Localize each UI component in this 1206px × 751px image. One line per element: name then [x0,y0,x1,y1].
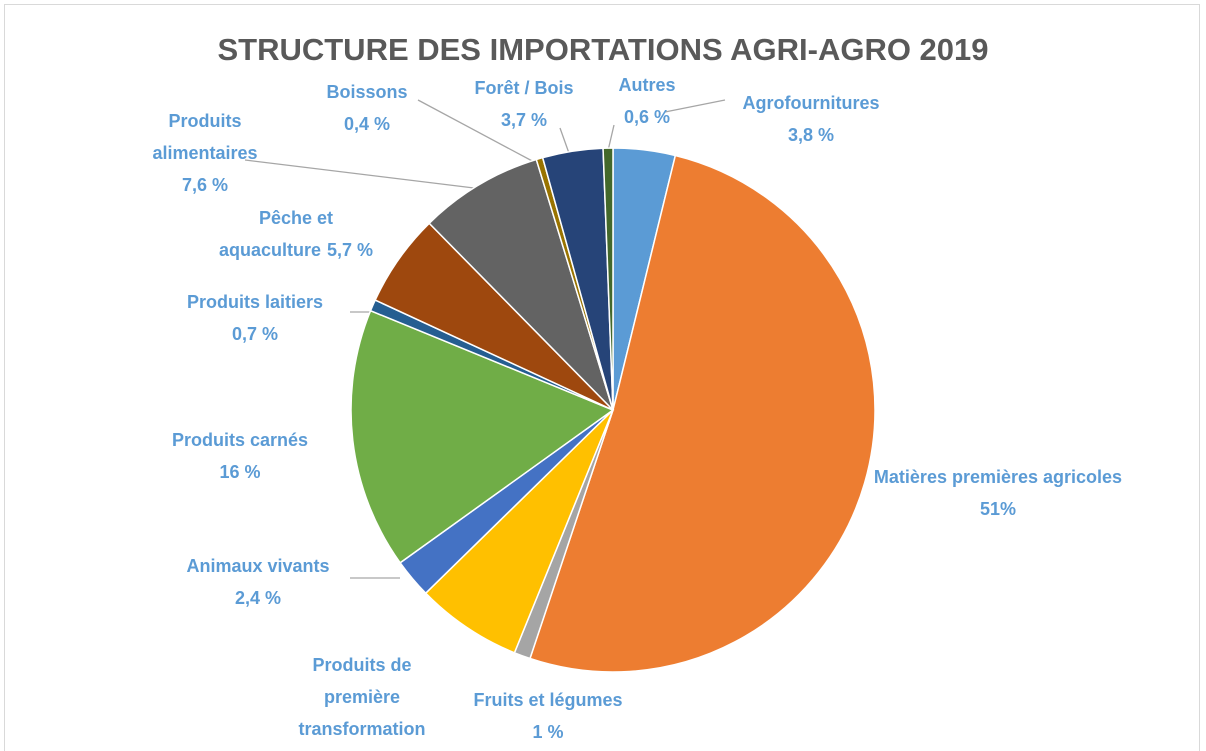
category-label: Boissons [326,82,408,102]
pie-slice [529,154,876,673]
leader-line [417,99,537,164]
value-label: 1 % [532,722,564,742]
data-label: Animaux vivants 2,4 % [148,550,368,614]
category-label: Produits carnés [171,430,309,450]
pie-slice [602,147,614,411]
category-label: Fruits et légumes [473,690,623,710]
value-label: 5,7 % [327,240,374,260]
value-label: 6,5 % [287,745,437,751]
data-label: Produits alimentaires 7,6 % [130,105,280,201]
data-label: Produits de première transformation 6,5 % [287,649,437,751]
data-label: Autres 0,6 % [587,69,707,133]
pie-slice [350,309,615,564]
category-label: Animaux vivants [186,556,330,576]
data-label: Produits laitiers 0,7 % [145,286,365,350]
value-label: 2,4 % [234,588,282,608]
value-label: 3,7 % [500,110,548,130]
value-label: 7,6 % [181,175,229,195]
category-label: Matières premières agricoles [873,467,1123,487]
data-label: Fruits et légumes 1 % [438,684,658,748]
data-label: Agrofournitures 3,8 % [701,87,921,151]
category-label: Produits de première transformation [298,655,426,739]
data-label: Produits carnés 16 % [130,424,350,488]
value-label: 51% [979,499,1017,519]
leader-line [664,99,726,113]
value-label: 16 % [219,462,261,482]
category-label: Agrofournitures [742,93,880,113]
category-label: Produits alimentaires [152,111,258,163]
leader-line [244,159,475,189]
value-label: 0,6 % [623,107,671,127]
pie-slice [428,158,614,411]
chart-title: STRUCTURE DES IMPORTATIONS AGRI-AGRO 201… [217,32,989,67]
data-label: Pêche et aquaculture 5,7 % [204,202,389,266]
category-label: Autres [618,75,676,95]
data-label: Forêt / Bois 3,7 % [449,72,599,136]
data-label: Matières premières agricoles 51% [873,461,1123,525]
category-label: Forêt / Bois [474,78,574,98]
value-label: 3,8 % [787,125,835,145]
category-label: Pêche et aquaculture [218,208,334,260]
value-label: 0,7 % [231,324,279,344]
data-label: Boissons 0,4 % [307,76,427,140]
value-label: 0,4 % [343,114,391,134]
chart-border [4,4,1200,751]
category-label: Produits laitiers [186,292,324,312]
